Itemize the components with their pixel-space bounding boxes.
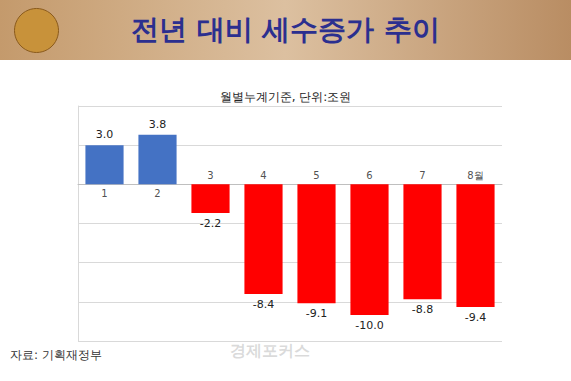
svg-text:4: 4 [260, 170, 266, 181]
svg-text:5: 5 [313, 170, 319, 181]
svg-text:-9.1: -9.1 [306, 307, 327, 320]
svg-text:월별누계기준, 단위:조원: 월별누계기준, 단위:조원 [220, 90, 352, 104]
svg-text:전년 대비 세수증가 추이: 전년 대비 세수증가 추이 [131, 13, 440, 46]
svg-text:자료: 기획재정부: 자료: 기획재정부 [10, 348, 102, 362]
svg-text:3.0: 3.0 [96, 128, 114, 141]
svg-text:3: 3 [207, 170, 213, 181]
svg-text:-8.8: -8.8 [412, 303, 433, 316]
svg-text:3.8: 3.8 [149, 118, 167, 131]
svg-text:-8.4: -8.4 [253, 298, 274, 311]
svg-text:-2.2: -2.2 [200, 217, 221, 230]
svg-text:-9.4: -9.4 [465, 311, 486, 324]
svg-text:2: 2 [154, 188, 160, 199]
svg-text:-10.0: -10.0 [355, 319, 383, 332]
svg-text:6: 6 [366, 170, 372, 181]
svg-text:경제포커스: 경제포커스 [230, 341, 310, 360]
svg-text:8월: 8월 [467, 170, 483, 181]
svg-text:1: 1 [101, 188, 107, 199]
svg-text:7: 7 [419, 170, 425, 181]
